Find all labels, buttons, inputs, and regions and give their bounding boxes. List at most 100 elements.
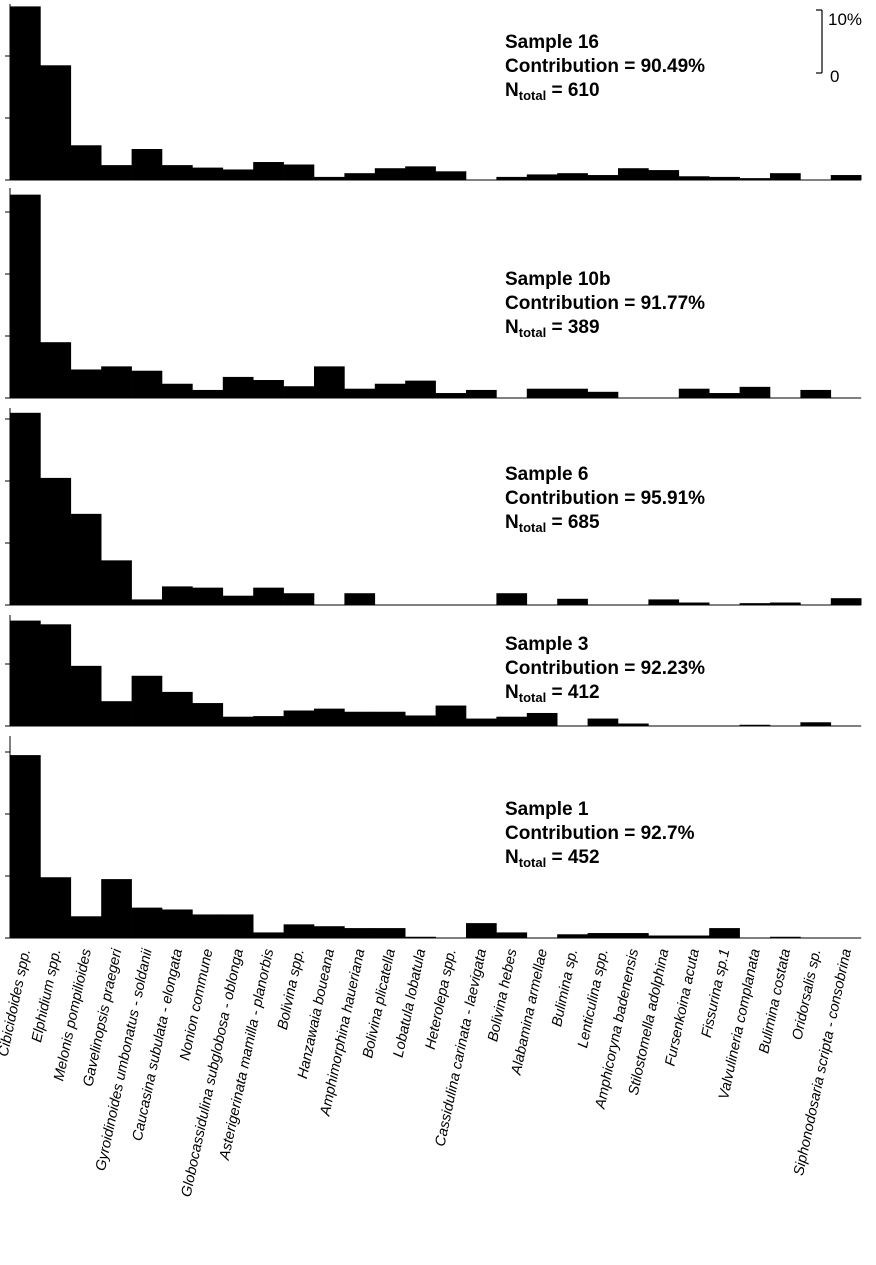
bar [800,389,832,398]
bar [770,936,801,938]
bar [678,388,710,398]
bar [405,166,436,180]
panel-contribution: Contribution = 92.23% [505,658,705,679]
category-label: Oridorsalis sp. [790,948,825,1042]
bar [283,710,315,726]
bar [283,593,315,605]
bar [314,366,345,398]
bar [344,928,376,938]
panel-contribution: Contribution = 91.77% [505,293,705,314]
bar [739,603,771,605]
bar [101,560,132,605]
bar [739,178,771,180]
bar [40,65,72,180]
bar [466,923,497,938]
panel-4: Sample 1 Contribution = 92.7% Ntotal = 452 [5,736,862,939]
bar [526,388,558,398]
bar [800,722,832,726]
bar [101,701,132,726]
bar [162,691,193,726]
bar [222,595,254,605]
bar [253,716,284,726]
bar [678,176,710,180]
panel-title: Sample 10b [505,269,611,290]
panel-title: Sample 16 [505,32,599,53]
bar [222,716,254,726]
bar [557,173,588,180]
bar [131,370,163,398]
bar [40,477,72,605]
bar [587,933,619,938]
panel-contribution: Contribution = 95.91% [505,488,705,509]
bar [314,708,345,726]
bar [435,393,467,398]
bar [374,928,406,938]
bar [678,602,710,605]
bar [192,703,224,726]
bar [709,176,740,180]
bar [678,935,710,938]
bar [405,936,436,938]
bar [10,194,41,398]
bar [496,932,528,938]
bar [162,909,193,938]
bar [405,380,436,398]
bar [770,173,801,180]
category-label: Lenticulina spp. [575,948,612,1050]
bar [70,665,102,726]
bar [557,388,588,398]
bar [526,712,558,726]
bar [587,391,619,398]
bar [648,935,680,938]
panel-contribution: Contribution = 92.7% [505,823,695,844]
bar [344,711,376,726]
bar [344,593,376,605]
bar [709,928,740,938]
category-label: Heterolepa spp. [423,948,460,1051]
bar [374,168,406,180]
scale-bar-bottom-label: 0 [830,67,839,86]
bar [162,383,193,398]
bar [648,599,680,605]
bar [192,167,224,180]
bar [830,175,862,180]
bar [162,586,193,605]
bar [526,174,558,180]
bar [618,933,649,938]
bar [101,366,132,398]
bar [314,176,345,180]
bar [40,877,72,938]
category-label: Fissurina sp.1 [699,948,733,1040]
bar [222,376,254,398]
bar [374,711,406,726]
bar [587,718,619,726]
bar [314,926,345,938]
bar [557,598,588,605]
bar [253,162,284,180]
panel-title: Sample 6 [505,464,588,485]
category-label: Elphidium spp. [29,948,64,1044]
bar [10,755,41,938]
bar [70,916,102,938]
panel-n-total: Ntotal = 389 [505,317,600,340]
bar [770,602,801,605]
panel-n-total: Ntotal = 610 [505,80,600,103]
bar [101,165,132,180]
bar [131,149,163,180]
bar [10,620,41,726]
bar [496,593,528,605]
bar [283,924,315,938]
bar [40,342,72,398]
bar [283,386,315,398]
bar [192,587,224,605]
bar [10,412,41,605]
panel-title: Sample 3 [505,634,588,655]
bar [435,705,467,726]
panel-n-total: Ntotal = 685 [505,512,600,535]
panel-3: Sample 3 Contribution = 92.23% Ntotal = 41… [5,615,862,727]
bar [10,6,41,181]
panel-contribution: Contribution = 90.49% [505,56,705,77]
bar [253,587,284,605]
category-label: Bolivina spp. [275,948,308,1032]
